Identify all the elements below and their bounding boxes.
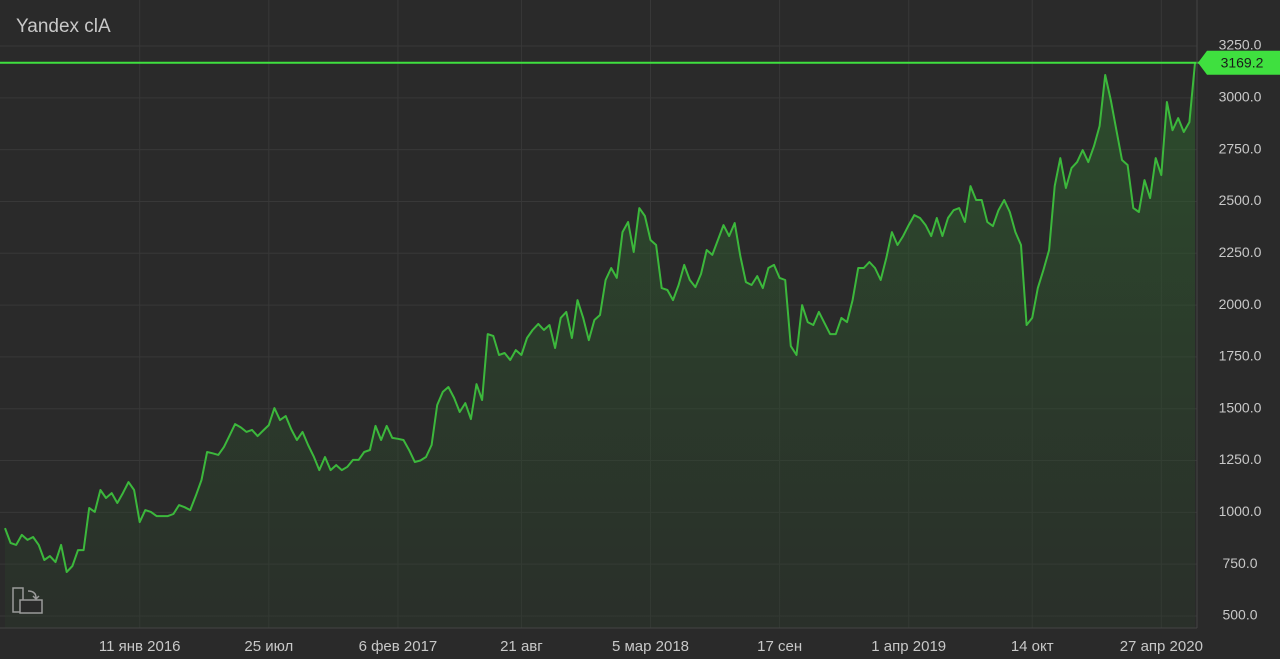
y-tick-label: 3000.0 — [1219, 89, 1262, 105]
x-tick-label: 25 июл — [244, 638, 293, 655]
x-tick-label: 6 фев 2017 — [359, 638, 438, 655]
last-price-badge — [1198, 50, 1280, 75]
chart-title: Yandex clA — [16, 16, 111, 37]
y-tick-label: 1250.0 — [1219, 451, 1262, 467]
x-tick-label: 27 апр 2020 — [1120, 638, 1203, 655]
y-tick-label: 750.0 — [1222, 555, 1257, 571]
x-tick-label: 17 сен — [757, 638, 802, 655]
y-tick-label: 2500.0 — [1219, 192, 1262, 208]
y-tick-label: 2250.0 — [1219, 244, 1262, 260]
chart-type-icon[interactable] — [12, 587, 43, 614]
x-tick-label: 1 апр 2019 — [871, 638, 946, 655]
y-tick-label: 3250.0 — [1219, 37, 1262, 53]
last-price-label: 3169.2 — [1221, 54, 1264, 70]
y-tick-label: 1500.0 — [1219, 399, 1262, 415]
x-tick-label: 14 окт — [1011, 638, 1054, 655]
labels: 500.0 750.0 1000.0 1250.0 1500.0 1750.0 2000.0… — [99, 37, 1280, 655]
y-tick-label: 1750.0 — [1219, 348, 1262, 364]
price-line — [4, 62, 1196, 573]
area — [5, 62, 1195, 629]
y-tick-label: 1000.0 — [1219, 503, 1262, 519]
y-tick-label: 500.0 — [1222, 607, 1257, 623]
x-tick-label: 21 авг — [500, 638, 543, 655]
x-tick-label: 11 янв 2016 — [99, 638, 181, 655]
y-tick-label: 2000.0 — [1219, 296, 1262, 312]
x-tick-label: 5 мар 2018 — [612, 638, 689, 655]
y-tick-label: 2750.0 — [1219, 140, 1262, 156]
plot — [0, 61, 1205, 629]
